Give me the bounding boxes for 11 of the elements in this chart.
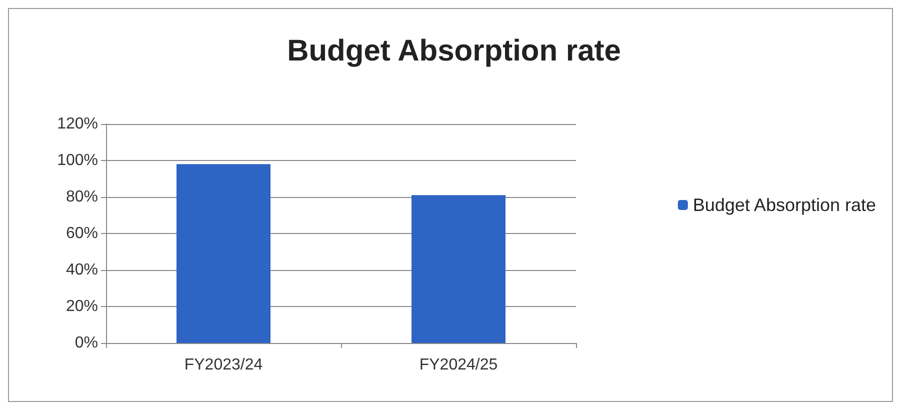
y-tick-label: 60% <box>66 225 98 242</box>
y-tick-label: 40% <box>66 262 98 278</box>
y-tick-label: 100% <box>57 152 98 169</box>
y-tick-label: 0% <box>74 334 98 352</box>
y-tick-label: 80% <box>66 188 98 206</box>
x-tick-label: FY2023/24 <box>184 356 263 374</box>
legend-label: Budget Absorption rate <box>692 195 876 215</box>
x-tick-label: FY2024/25 <box>419 356 498 374</box>
y-tick-label: 20% <box>66 298 98 315</box>
y-tick-label: 120% <box>57 116 98 132</box>
chart-title: Budget Absorption rate <box>287 34 621 68</box>
